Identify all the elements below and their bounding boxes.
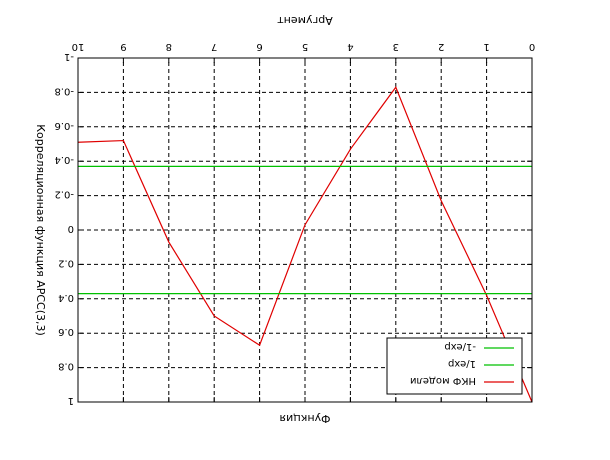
plot-series <box>77 86 533 403</box>
x-tick-label: 4 <box>347 41 353 52</box>
y-tick-label: -1 <box>64 51 74 62</box>
x-tick-label: 3 <box>393 41 399 52</box>
legend-label: -1/exp <box>444 341 476 352</box>
legend-label: НКФ модели <box>410 375 476 386</box>
x-axis-title: Аргумент <box>277 14 333 27</box>
y-tick-label: -0.8 <box>54 85 74 96</box>
x-tick-label: 7 <box>211 41 217 52</box>
x-tick-label: 8 <box>166 41 172 52</box>
x-tick-label: 0 <box>529 41 535 52</box>
legend-label: 1/exp <box>448 358 476 369</box>
y-tick-label: 0.6 <box>58 326 74 337</box>
x-tick-label: 2 <box>438 41 444 52</box>
legend: НКФ модели 1/exp -1/exp <box>386 337 523 395</box>
y-tick-label: 0.2 <box>58 257 74 268</box>
y-tick-label: 0.4 <box>58 292 74 303</box>
grid <box>78 58 532 402</box>
y-tick-label: 0 <box>68 223 74 234</box>
y-tick-label: 1 <box>68 395 74 406</box>
y-tick-label: -0.4 <box>54 154 74 165</box>
x-tick-label: 9 <box>120 41 126 52</box>
ticks: 0 1 2 3 4 5 6 7 8 9 10-1 -0.8 -0.6 -0.4 -0.2 0 0.2 0.4 0.6… <box>54 41 535 406</box>
legend-box <box>386 337 523 395</box>
x-tick-label: 6 <box>256 41 262 52</box>
x-tick-label: 5 <box>302 41 308 52</box>
y-tick-label: 0.8 <box>58 361 74 372</box>
x-axis-title-secondary: Функция <box>279 412 330 425</box>
y-axis-title: Корреляционная функция АРСС(3,3) <box>34 124 47 336</box>
series-line-0 <box>77 86 533 403</box>
x-tick-label: 1 <box>483 41 489 52</box>
y-tick-label: -0.6 <box>54 120 74 131</box>
x-tick-label: 10 <box>72 41 85 52</box>
y-tick-label: -0.2 <box>54 189 74 200</box>
